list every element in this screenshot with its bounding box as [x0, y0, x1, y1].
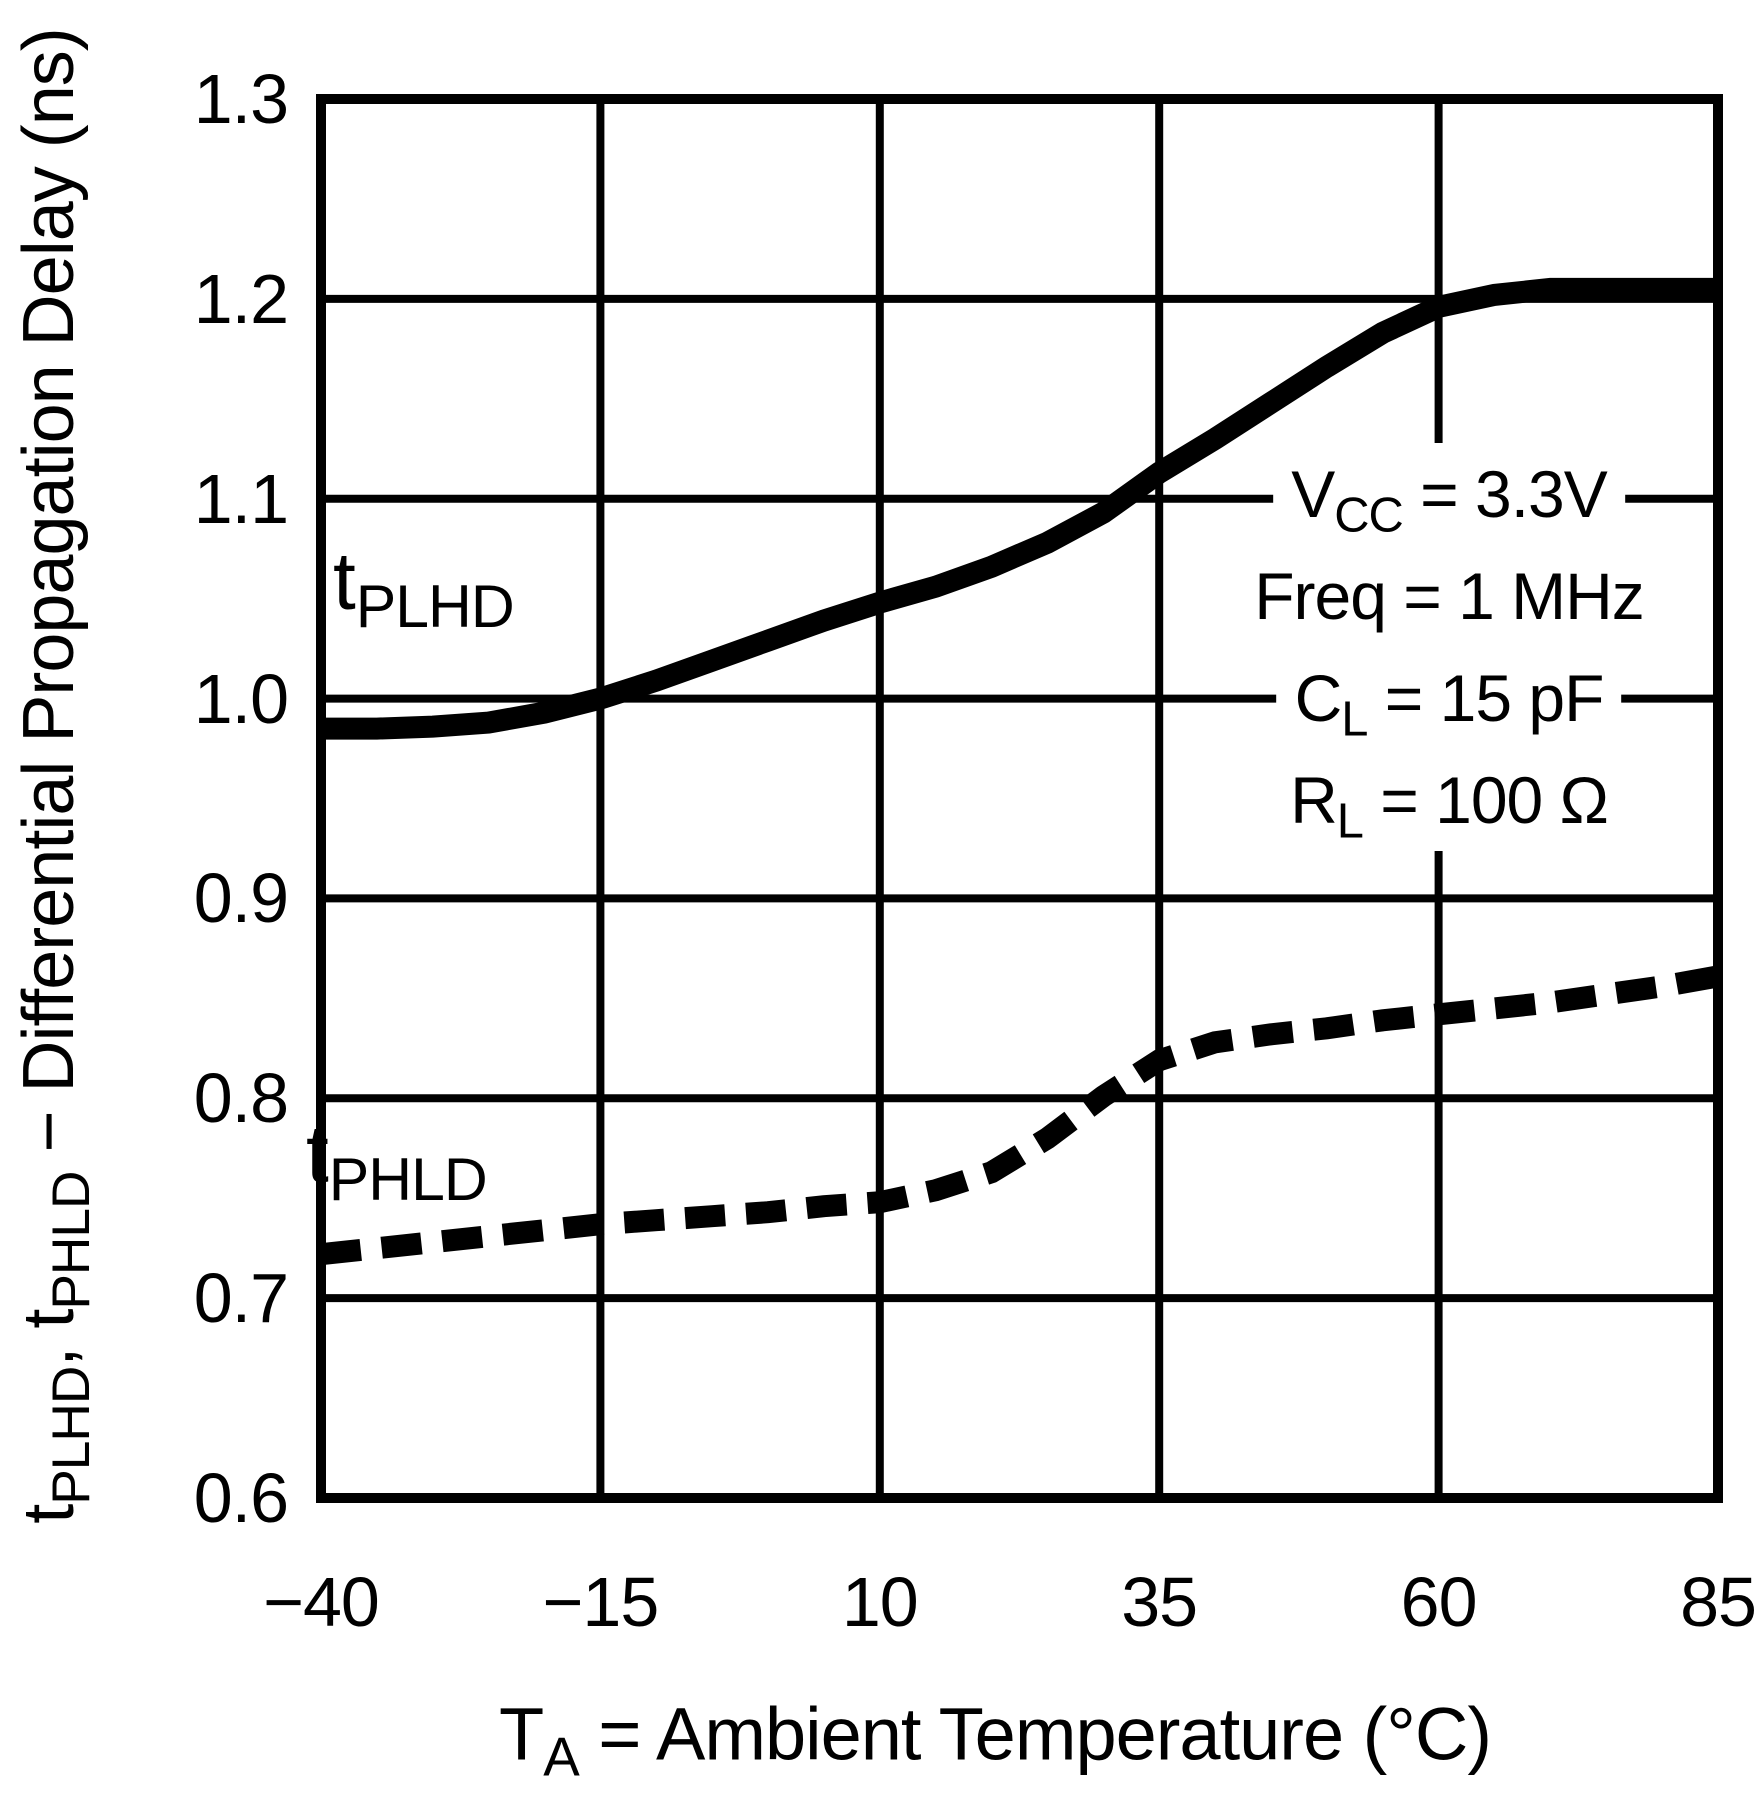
x-axis-title-part: = Ambient Temperature (°C) [578, 1692, 1492, 1776]
curve-label-subscript: PHLD [328, 1145, 488, 1214]
condition-text: C [1294, 661, 1343, 735]
x-tick-label: 85 [1680, 1563, 1757, 1641]
test-conditions-annotation: VCC = 3.3V Freq = 1 MHz CL = 15 pF RL = 100… [1236, 443, 1662, 851]
y-tick-label: 0.7 [193, 1259, 289, 1338]
y-axis-title-subscript: PLHD [41, 1366, 101, 1505]
curve-label-text: t [333, 536, 356, 627]
condition-text: R [1290, 763, 1338, 837]
condition-line: CL = 15 pF [1276, 647, 1622, 749]
curve-label-text: t [306, 1109, 329, 1200]
plot-border [316, 94, 1723, 1503]
curve-label-subscript: PLHD [355, 572, 515, 641]
x-axis-title-part: T [499, 1692, 544, 1776]
condition-line: Freq = 1 MHz [1236, 545, 1662, 647]
x-tick-label: −15 [542, 1563, 660, 1641]
y-axis-title-part: , t [9, 1309, 90, 1367]
condition-line: RL = 100 Ω [1272, 749, 1626, 851]
x-tick-label: −40 [263, 1563, 380, 1641]
x-tick-label: 10 [841, 1563, 919, 1641]
condition-text: = 100 Ω [1362, 763, 1609, 837]
condition-subscript: L [1341, 692, 1368, 747]
y-axis-title-subscript: PHLD [41, 1171, 101, 1310]
y-tick-label: 1.2 [193, 259, 289, 338]
y-axis-title-part: t [9, 1504, 90, 1524]
condition-text: = 15 pF [1367, 661, 1605, 735]
condition-text: V [1291, 457, 1335, 531]
x-axis-title: TA = Ambient Temperature (°C) [499, 1691, 1492, 1788]
y-tick-label: 1.0 [193, 659, 289, 738]
y-axis-title-part: − Differential Propagation Delay (ns) [9, 28, 90, 1172]
x-tick-label: 35 [1121, 1563, 1198, 1641]
curve-label-tphld: tPHLD [306, 1108, 488, 1214]
condition-text: = 1 MHz [1385, 559, 1645, 633]
y-tick-label: 0.6 [193, 1459, 289, 1537]
y-tick-label: 1.3 [193, 60, 289, 138]
condition-text: Freq [1254, 559, 1387, 633]
condition-text: = 3.3V [1402, 457, 1608, 531]
condition-subscript: L [1336, 794, 1364, 849]
condition-subscript: CC [1334, 488, 1404, 543]
y-tick-label: 0.9 [193, 859, 289, 938]
curve-label-tplhd: tPLHD [333, 535, 515, 641]
y-tick-label: 1.1 [193, 459, 289, 538]
condition-line: VCC = 3.3V [1273, 443, 1625, 545]
y-axis-title: tPLHD, tPHLD − Differential Propagation … [8, 28, 102, 1524]
y-tick-label: 0.8 [193, 1059, 289, 1138]
x-tick-label: 60 [1400, 1563, 1478, 1641]
x-axis-title-subscript: A [543, 1725, 580, 1788]
